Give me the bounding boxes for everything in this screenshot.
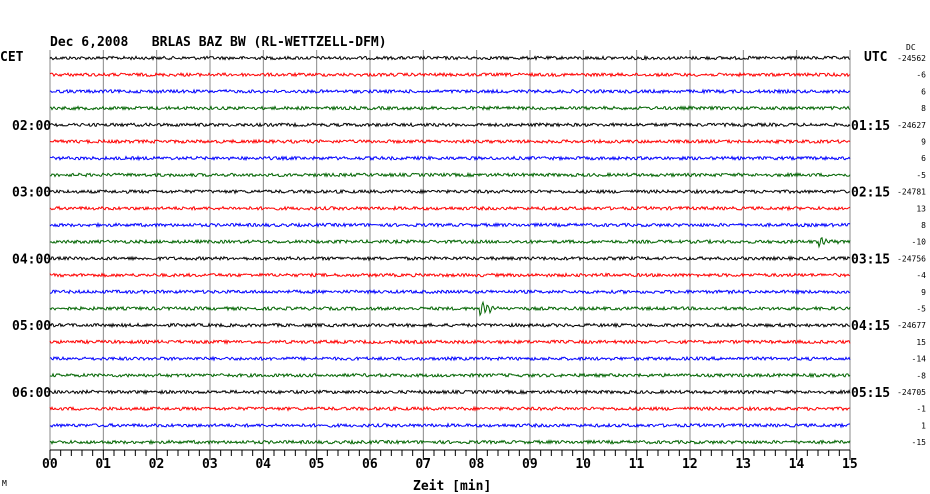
dc-offset-label: -24705 — [897, 388, 926, 397]
x-tick-label: 14 — [789, 457, 805, 472]
dc-offset-label: 9 — [921, 138, 926, 147]
x-tick-label: 11 — [629, 457, 645, 472]
x-tick-label: 12 — [682, 457, 698, 472]
left-hour-label: 06:00 — [12, 386, 51, 401]
trace-row-4 — [49, 121, 851, 128]
trace-row-16 — [49, 322, 851, 329]
left-hour-label: 02:00 — [12, 119, 51, 134]
trace-row-12 — [49, 255, 851, 262]
dc-offset-label: -4 — [916, 271, 926, 280]
trace-row-9 — [49, 205, 851, 212]
right-hour-label: 04:15 — [851, 319, 890, 334]
dc-label: DC — [906, 43, 916, 52]
x-tick-label: 05 — [309, 457, 325, 472]
x-tick-label: 06 — [362, 457, 378, 472]
dc-offset-label: 6 — [921, 154, 926, 163]
dc-offset-label: -24677 — [897, 321, 926, 330]
dc-offset-label: -1 — [916, 405, 926, 414]
left-axis-label: CET — [0, 50, 24, 65]
left-hour-label: 04:00 — [12, 252, 51, 267]
dc-offset-label: 8 — [921, 104, 926, 113]
x-tick-label: 04 — [255, 457, 271, 472]
dc-offset-label: 1 — [921, 421, 926, 430]
trace-row-7 — [49, 171, 851, 178]
dc-offset-label: -24562 — [897, 54, 926, 63]
dc-offset-label: -10 — [912, 238, 927, 247]
trace-row-22 — [49, 422, 850, 429]
x-tick-label: 08 — [469, 457, 485, 472]
dc-offset-label: -24627 — [897, 121, 926, 130]
trace-row-13 — [49, 272, 851, 278]
trace-row-2 — [49, 88, 851, 95]
dc-offset-label: -24781 — [897, 188, 926, 197]
dc-offset-label: -15 — [912, 438, 927, 447]
right-hour-label: 03:15 — [851, 252, 890, 267]
dc-offset-label: 9 — [921, 288, 926, 297]
dc-offset-label: 15 — [916, 338, 926, 347]
x-tick-label: 03 — [202, 457, 218, 472]
trace-row-14 — [49, 288, 851, 295]
trace-row-21 — [49, 405, 851, 412]
trace-row-17 — [49, 338, 851, 346]
right-hour-label: 02:15 — [851, 186, 890, 201]
dc-offset-label: -8 — [916, 371, 926, 380]
trace-row-20 — [49, 388, 851, 396]
dc-offset-label: 6 — [921, 87, 926, 96]
trace-row-3 — [50, 105, 851, 112]
dc-offset-label: 13 — [916, 204, 926, 213]
x-axis-label: Zeit [min] — [413, 479, 491, 494]
trace-row-15 — [49, 300, 851, 317]
trace-row-11 — [49, 237, 851, 249]
dc-offset-label: -14 — [912, 355, 927, 364]
trace-row-10 — [49, 221, 851, 228]
x-tick-label: 00 — [42, 457, 58, 472]
right-hour-label: 01:15 — [851, 119, 890, 134]
dc-offset-label: -5 — [916, 171, 926, 180]
trace-row-1 — [49, 71, 851, 78]
dc-offset-label: 8 — [921, 221, 926, 230]
trace-row-23 — [49, 439, 851, 446]
trace-row-8 — [49, 188, 851, 195]
trace-row-0 — [49, 54, 851, 62]
x-tick-label: 02 — [149, 457, 165, 472]
left-hour-label: 03:00 — [12, 186, 51, 201]
x-tick-label: 07 — [415, 457, 431, 472]
trace-row-19 — [49, 372, 851, 379]
trace-row-6 — [49, 155, 851, 162]
dc-offset-label: -6 — [916, 71, 926, 80]
footer-mark: M — [2, 479, 7, 488]
dc-offset-label: -5 — [916, 305, 926, 314]
trace-row-18 — [49, 355, 851, 362]
chart-title: Dec 6,2008 BRLAS BAZ BW (RL-WETTZELL-DFM… — [50, 35, 387, 50]
x-tick-label: 13 — [735, 457, 751, 472]
x-tick-label: 09 — [522, 457, 538, 472]
x-tick-label: 01 — [95, 457, 111, 472]
left-hour-label: 05:00 — [12, 319, 51, 334]
right-axis-label: UTC — [864, 50, 887, 65]
trace-row-5 — [49, 138, 851, 145]
dc-offset-label: -24756 — [897, 254, 926, 263]
x-tick-label: 15 — [842, 457, 858, 472]
x-tick-label: 10 — [575, 457, 591, 472]
right-hour-label: 05:15 — [851, 386, 890, 401]
